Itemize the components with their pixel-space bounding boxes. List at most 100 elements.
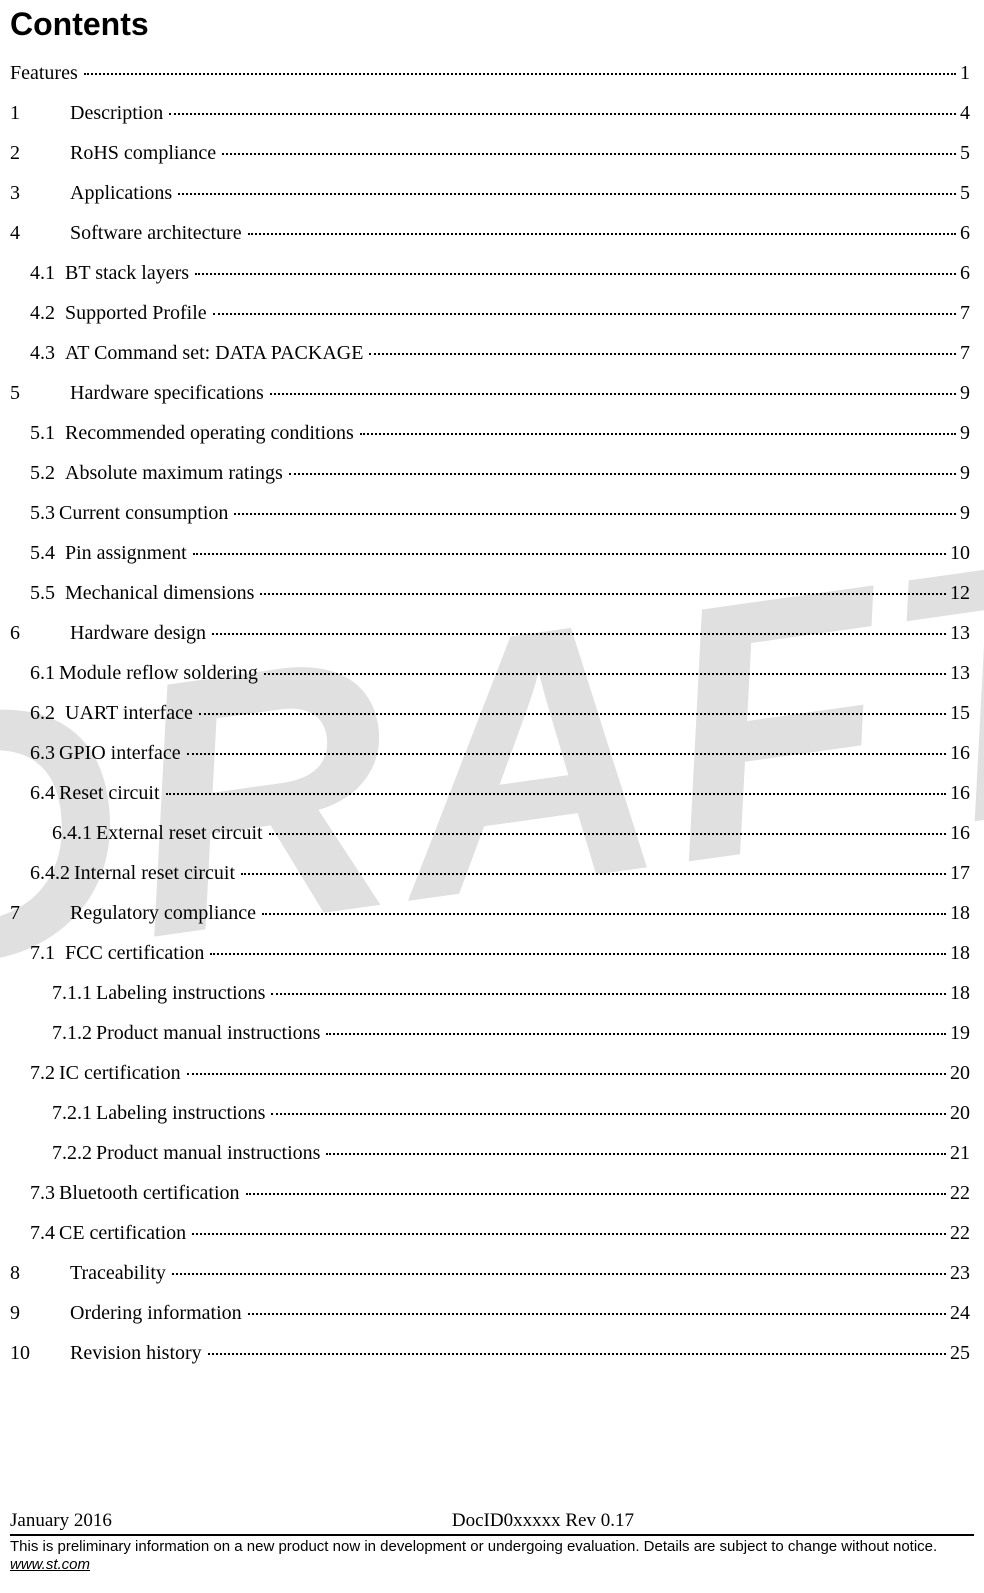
toc-entry[interactable]: 7Regulatory compliance 18	[10, 901, 970, 925]
toc-entry-page: 22	[948, 1221, 970, 1245]
toc-entry-number: 5.2	[30, 461, 55, 485]
toc-entry[interactable]: 6.3GPIO interface16	[10, 741, 970, 765]
toc-entry-page: 23	[948, 1261, 970, 1285]
toc-entry-page: 6	[958, 261, 970, 285]
toc-leader	[326, 1153, 946, 1155]
toc-entry-label: Regulatory compliance	[46, 901, 260, 925]
toc-entry[interactable]: 7.2.2Product manual instructions21	[10, 1141, 970, 1165]
toc-leader	[369, 353, 956, 355]
toc-entry[interactable]: 2RoHS compliance 5	[10, 141, 970, 165]
toc-entry-page: 22	[948, 1181, 970, 1205]
toc-entry[interactable]: 5.3Current consumption9	[10, 501, 970, 525]
toc-entry[interactable]: 9Ordering information24	[10, 1301, 970, 1325]
toc-entry[interactable]: 6.4Reset circuit16	[10, 781, 970, 805]
toc-entry[interactable]: 4.2Supported Profile7	[10, 301, 970, 325]
toc-entry-page: 12	[948, 581, 970, 605]
toc-entry-number: 2	[10, 141, 46, 165]
toc-entry-page: 1	[958, 61, 970, 85]
toc-entry[interactable]: 4.3AT Command set: DATA PACKAGE7	[10, 341, 970, 365]
toc-entry[interactable]: 4.1BT stack layers6	[10, 261, 970, 285]
toc-entry[interactable]: 5.4Pin assignment10	[10, 541, 970, 565]
toc-entry-label: UART interface	[55, 701, 197, 725]
toc-entry-page: 9	[958, 381, 970, 405]
footer-link[interactable]: www.st.com	[10, 1556, 90, 1573]
toc-entry-label: Software architecture	[46, 221, 246, 245]
toc-entry-label: Features	[10, 61, 82, 85]
toc-entry-number: 7.1.1	[52, 981, 92, 1005]
toc-entry-number: 7	[10, 901, 46, 925]
toc-entry-page: 4	[958, 101, 970, 125]
toc-leader	[84, 73, 956, 75]
toc-entry[interactable]: Features 1	[10, 61, 970, 85]
toc-leader	[213, 313, 956, 315]
toc-entry-page: 20	[948, 1061, 970, 1085]
toc-entry-label: Product manual instructions	[92, 1021, 324, 1045]
footer-docid: DocID0xxxxx Rev 0.17	[112, 1510, 974, 1532]
toc-entry-label: Description	[46, 101, 167, 125]
toc-entry-page: 5	[958, 141, 970, 165]
toc-entry-label: Module reflow soldering	[55, 661, 262, 685]
toc-entry-page: 16	[948, 741, 970, 765]
toc-entry-number: 4	[10, 221, 46, 245]
toc-leader	[260, 593, 946, 595]
toc-entry-number: 7.4	[30, 1221, 55, 1245]
toc-entry-number: 5	[10, 381, 46, 405]
toc-leader	[326, 1033, 946, 1035]
toc-entry[interactable]: 7.2.1Labeling instructions20	[10, 1101, 970, 1125]
toc-entry[interactable]: 7.4CE certification 22	[10, 1221, 970, 1245]
toc-entry-number: 7.3	[30, 1181, 55, 1205]
toc-entry-number: 8	[10, 1261, 46, 1285]
toc-leader	[187, 1073, 946, 1075]
toc-entry[interactable]: 5.5Mechanical dimensions12	[10, 581, 970, 605]
toc-entry-page: 18	[948, 941, 970, 965]
toc-entry-page: 16	[948, 821, 970, 845]
toc-entry[interactable]: 1Description 4	[10, 101, 970, 125]
toc-entry[interactable]: 7.3Bluetooth certification 22	[10, 1181, 970, 1205]
toc-entry[interactable]: 7.1.2Product manual instructions19	[10, 1021, 970, 1045]
toc-entry-number: 5.1	[30, 421, 55, 445]
toc-entry-number: 6.1	[30, 661, 55, 685]
toc-entry-number: 5.3	[30, 501, 55, 525]
toc-leader	[166, 793, 946, 795]
toc-entry-page: 18	[948, 901, 970, 925]
toc-entry[interactable]: 6.2UART interface15	[10, 701, 970, 725]
toc-leader	[264, 673, 946, 675]
toc-entry-label: BT stack layers	[55, 261, 193, 285]
toc-entry[interactable]: 6Hardware design13	[10, 621, 970, 645]
toc-entry[interactable]: 4Software architecture6	[10, 221, 970, 245]
toc-leader	[289, 473, 956, 475]
toc-entry-number: 1	[10, 101, 46, 125]
toc-entry-label: Labeling instructions	[92, 1101, 269, 1125]
toc-entry-number: 7.1.2	[52, 1021, 92, 1045]
footer-rule	[10, 1534, 974, 1536]
toc-entry[interactable]: 7.2IC certification20	[10, 1061, 970, 1085]
toc-entry-label: External reset circuit	[92, 821, 267, 845]
toc-entry[interactable]: 8Traceability23	[10, 1261, 970, 1285]
toc-entry[interactable]: 7.1.1Labeling instructions18	[10, 981, 970, 1005]
toc-entry[interactable]: 5.1Recommended operating conditions9	[10, 421, 970, 445]
toc-entry[interactable]: 6.4.2Internal reset circuit17	[10, 861, 970, 885]
toc-entry[interactable]: 5.2Absolute maximum ratings9	[10, 461, 970, 485]
toc-leader	[246, 1193, 947, 1195]
toc-entry[interactable]: 3Applications5	[10, 181, 970, 205]
toc-entry[interactable]: 6.4.1External reset circuit16	[10, 821, 970, 845]
toc-entry-label: Supported Profile	[55, 301, 211, 325]
toc-entry-label: Bluetooth certification	[55, 1181, 244, 1205]
toc-entry-label: Hardware design	[46, 621, 210, 645]
toc-entry[interactable]: 10Revision history25	[10, 1341, 970, 1365]
toc-leader	[178, 193, 956, 195]
toc-entry[interactable]: 6.1Module reflow soldering13	[10, 661, 970, 685]
toc-leader	[262, 913, 946, 915]
toc-entry-page: 21	[948, 1141, 970, 1165]
toc-entry-label: RoHS compliance	[46, 141, 220, 165]
toc-entry-page: 16	[948, 781, 970, 805]
toc-entry-number: 6.3	[30, 741, 55, 765]
toc-leader	[212, 633, 946, 635]
toc-entry-label: Revision history	[46, 1341, 206, 1365]
toc-entry[interactable]: 5Hardware specifications9	[10, 381, 970, 405]
toc-entry-label: Reset circuit	[55, 781, 164, 805]
toc-entry-label: CE certification	[55, 1221, 190, 1245]
toc-leader	[199, 713, 946, 715]
toc-entry-number: 5.4	[30, 541, 55, 565]
toc-entry[interactable]: 7.1FCC certification18	[10, 941, 970, 965]
